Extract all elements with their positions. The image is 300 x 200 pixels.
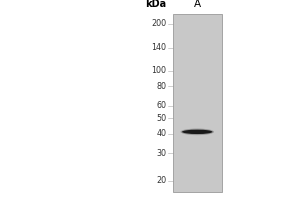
Bar [172, 14, 222, 192]
Text: 200: 200 [152, 19, 166, 28]
Ellipse shape [181, 129, 214, 135]
Text: 30: 30 [157, 149, 166, 158]
Text: 80: 80 [157, 82, 166, 91]
Ellipse shape [182, 130, 212, 134]
Text: 60: 60 [157, 101, 166, 110]
Text: 40: 40 [157, 129, 166, 138]
Text: 50: 50 [156, 114, 167, 123]
Text: kDa: kDa [146, 0, 167, 9]
Text: 140: 140 [152, 43, 166, 52]
Text: 20: 20 [156, 176, 167, 185]
Text: A: A [194, 0, 201, 9]
Text: 100: 100 [152, 66, 166, 75]
